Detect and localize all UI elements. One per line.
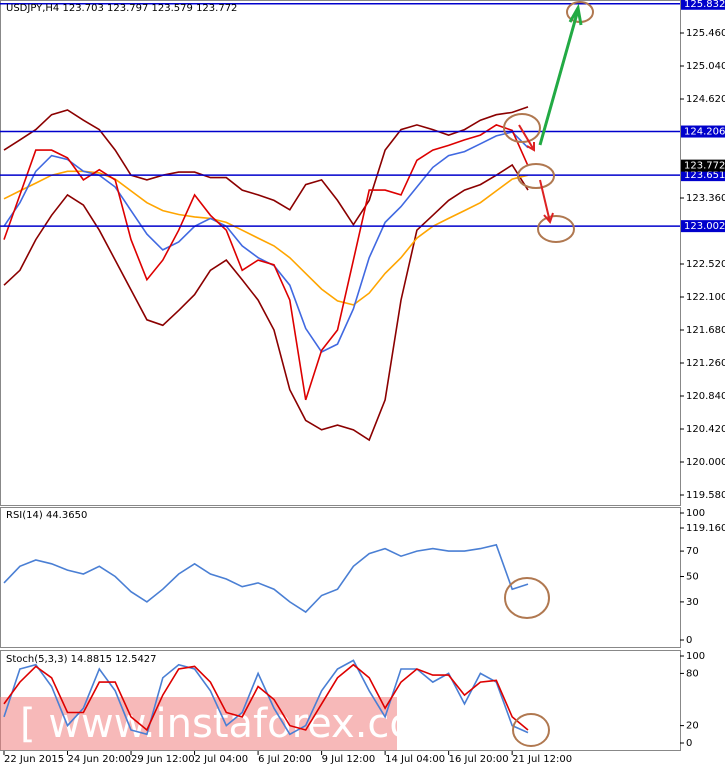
y-tick-label: 70 [686,546,699,557]
y-tick-label: 120.000 [686,457,725,468]
y-tick-label: 50 [686,572,699,583]
x-tick-label: 29 Jun 12:00 [131,754,195,765]
panel-title: USDJPY,H4 123.703 123.797 123.579 123.77… [6,3,237,14]
y-tick-label: 121.680 [686,325,725,336]
level-tag [681,159,725,172]
watermark: [ www.instaforex.com ] [20,701,481,747]
y-tick-label: 100 [686,508,705,519]
rsi-panel [0,507,681,648]
y-tick-label: 120.840 [686,391,725,402]
level-label: 123.772 [684,161,725,172]
level-label: 123.002 [684,221,725,232]
y-tick-label: 30 [686,597,699,608]
y-tick-label: 122.100 [686,292,725,303]
x-tick-label: 14 Jul 04:00 [385,754,445,765]
y-tick-label: 125.040 [686,61,725,72]
x-tick-label: 24 Jun 20:00 [68,754,132,765]
series-line [3,106,529,227]
circle [504,577,550,619]
series-line [3,659,529,736]
series-line [3,163,529,442]
series-line [3,170,529,306]
down-arrow [518,124,535,152]
series-line [3,663,529,732]
circle [537,215,575,243]
level-tag [681,0,725,10]
y-tick-label: 119.160 [686,523,725,534]
annotations [503,1,594,747]
panel-title: RSI(14) 44.3650 [6,510,87,521]
y-tick-label: 121.260 [686,358,725,369]
level-tag [681,169,725,182]
price-panel [0,0,681,506]
y-tick-label: 122.520 [686,259,725,270]
y-tick-label: 120.420 [686,424,725,435]
panel-title: Stoch(5,3,3) 14.8815 12.5427 [6,654,157,665]
y-tick-label: 119.580 [686,490,725,501]
circle [517,163,555,189]
level-tag [681,125,725,138]
circle [512,713,550,747]
level-tag [681,220,725,233]
x-tick-label: 2 Jul 04:00 [195,754,249,765]
x-tick-label: 21 Jul 12:00 [512,754,572,765]
labels: USDJPY,H4 123.703 123.797 123.579 123.77… [3,0,725,765]
marks [0,3,680,736]
x-tick-label: 22 Jun 2015 [4,754,64,765]
circle [503,113,541,143]
level-label: 124.206 [684,127,725,138]
y-tick-label: 80 [686,668,699,679]
x-tick-label: 9 Jul 12:00 [322,754,376,765]
up-arrow [538,3,583,146]
y-tick-label: 0 [686,738,692,749]
y-tick-label: 100 [686,651,705,662]
y-tick-label: 20 [686,721,699,732]
y-tick-label: 124.620 [686,94,725,105]
y-tick-label: 0 [686,635,692,646]
y-tick-label: 125.460 [686,28,725,39]
x-tick-label: 6 Jul 20:00 [258,754,312,765]
y-tick-label: 123.360 [686,193,725,204]
x-tick-label: 16 Jul 20:00 [449,754,509,765]
down-arrow [539,179,554,224]
series-line [3,543,529,614]
level-label: 123.651 [684,170,725,181]
level-label: 125.832 [684,0,725,10]
